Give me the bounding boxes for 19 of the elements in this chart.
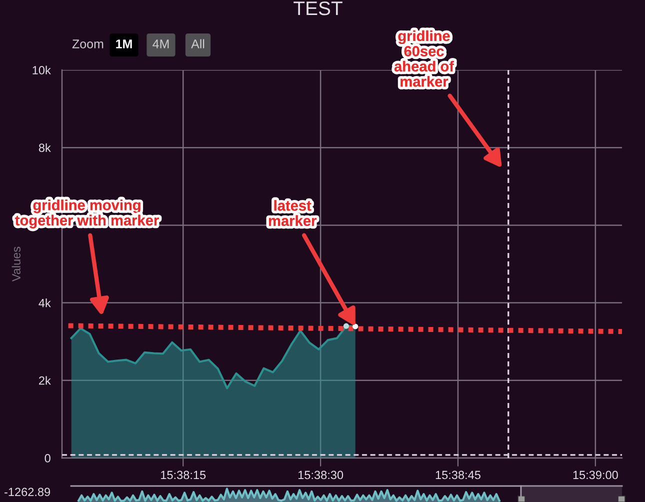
y-tick-label: 4k xyxy=(38,298,51,308)
annotation: gridline 60sec ahead of marker xyxy=(394,30,454,87)
annotation: latest marker xyxy=(268,200,316,226)
x-tick-label: 15:38:30 xyxy=(298,470,344,480)
x-tick-label: 15:38:45 xyxy=(436,470,480,480)
y-tick-label: 10k xyxy=(32,66,51,74)
annotation: gridline moving together with marker xyxy=(15,200,159,228)
text: Zoom xyxy=(72,40,104,48)
text: 4M xyxy=(152,40,169,48)
text: 1M xyxy=(116,40,132,48)
text: All xyxy=(191,39,204,48)
y-tick-label: 0 xyxy=(44,454,50,462)
text: -1262.89 xyxy=(4,488,50,496)
y-axis-title: Values xyxy=(12,246,20,282)
chart-title: TEST xyxy=(294,1,342,16)
x-tick-label: 15:39:00 xyxy=(573,470,618,480)
y-tick-label: 2k xyxy=(39,376,51,385)
y-tick-label: 8k xyxy=(38,143,51,152)
x-tick-label: 15:38:15 xyxy=(161,470,206,480)
